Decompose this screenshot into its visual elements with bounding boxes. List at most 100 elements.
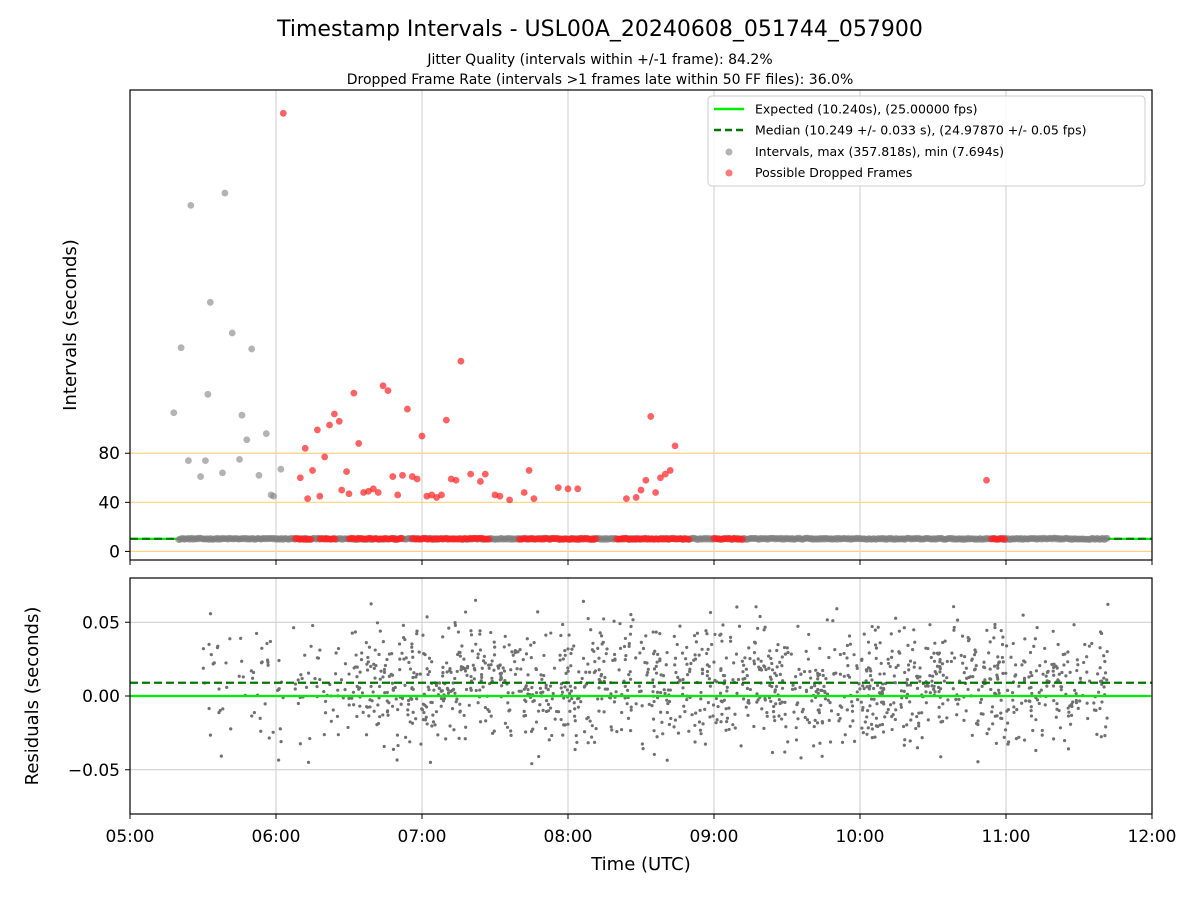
dropped-frame-point (316, 492, 324, 500)
residual-point (874, 656, 878, 660)
residual-point (631, 618, 635, 622)
residual-point (818, 741, 822, 745)
residual-point (912, 665, 916, 669)
residual-point (706, 700, 711, 705)
interval-point (202, 457, 209, 465)
residual-point (817, 708, 821, 712)
residual-point (672, 634, 676, 639)
residual-point (903, 670, 907, 675)
residual-point (439, 704, 443, 708)
residual-point (482, 654, 486, 658)
residual-point (665, 710, 669, 715)
residual-point (469, 629, 473, 633)
dropped-frame-point (374, 489, 382, 496)
residual-point (1078, 699, 1082, 703)
residual-point (626, 688, 630, 692)
residual-point (1076, 706, 1080, 710)
residual-point (1032, 644, 1036, 648)
residual-point (318, 648, 322, 652)
residual-point (897, 650, 901, 654)
residual-point (558, 653, 562, 657)
residual-point (353, 630, 357, 634)
residual-point (364, 641, 368, 645)
residual-point (985, 628, 989, 632)
residual-point (424, 715, 428, 719)
residual-point (780, 655, 784, 659)
x-tick-label: 11:00 (982, 827, 1031, 847)
residual-point (250, 676, 255, 680)
residual-point (573, 686, 577, 690)
residual-point (769, 699, 773, 704)
residual-point (365, 668, 370, 672)
residual-point (369, 684, 373, 689)
residual-point (852, 653, 856, 657)
dropped-frame-point (592, 535, 600, 543)
residual-point (622, 644, 627, 649)
residual-point (783, 652, 787, 656)
residual-point (700, 667, 704, 671)
residual-point (239, 636, 243, 640)
residual-point (935, 651, 939, 655)
interval-point (262, 430, 270, 438)
residual-point (818, 646, 822, 651)
residual-point (1028, 699, 1032, 704)
dropped-frame-point (331, 535, 339, 543)
residual-point (851, 719, 855, 723)
residual-point (941, 702, 945, 706)
residual-point (708, 684, 712, 688)
residual-point (770, 661, 774, 666)
residual-point (864, 668, 869, 672)
interval-point (170, 409, 178, 417)
residual-point (669, 716, 673, 721)
residual-point (434, 710, 439, 714)
residual-point (972, 668, 977, 672)
residual-point (1002, 735, 1006, 740)
residual-point (208, 733, 213, 737)
residual-point (457, 736, 461, 740)
residual-point (780, 664, 784, 668)
residual-point (550, 697, 554, 701)
residual-point (208, 612, 213, 616)
residual-point (228, 637, 232, 641)
residual-point (812, 724, 816, 729)
residual-point (459, 668, 463, 672)
residual-point (979, 697, 984, 702)
residual-point (993, 714, 997, 718)
residual-point (613, 658, 617, 662)
residual-point (1029, 714, 1034, 718)
residual-point (891, 713, 895, 717)
residual-point (569, 689, 573, 693)
residual-point (229, 727, 233, 731)
residual-point (893, 681, 897, 685)
residual-point (597, 668, 601, 672)
residual-point (1040, 733, 1044, 737)
residual-point (770, 750, 775, 755)
residual-point (542, 653, 546, 658)
residual-point (263, 702, 267, 706)
residual-point (721, 673, 726, 678)
residual-point (727, 727, 731, 732)
residual-point (703, 742, 708, 746)
residual-point (1030, 691, 1034, 696)
residual-point (654, 630, 658, 634)
residual-point (766, 654, 771, 658)
residual-point (566, 647, 570, 651)
residual-point (687, 729, 691, 733)
residual-point (870, 727, 874, 731)
residual-point (945, 659, 949, 664)
residual-point (861, 731, 865, 735)
legend-expected-label: Expected (10.240s), (25.00000 fps) (755, 102, 977, 117)
residual-point (915, 715, 919, 719)
residual-point (976, 760, 980, 764)
residual-point (762, 726, 766, 730)
residual-point (593, 669, 598, 673)
residual-point (590, 735, 594, 739)
residual-point (526, 692, 530, 696)
residual-point (725, 716, 730, 720)
residual-point (817, 711, 821, 715)
interval-point (197, 473, 204, 480)
residual-point (928, 674, 932, 678)
residual-point (850, 700, 854, 704)
residual-point (725, 689, 729, 693)
residual-point (604, 652, 608, 656)
